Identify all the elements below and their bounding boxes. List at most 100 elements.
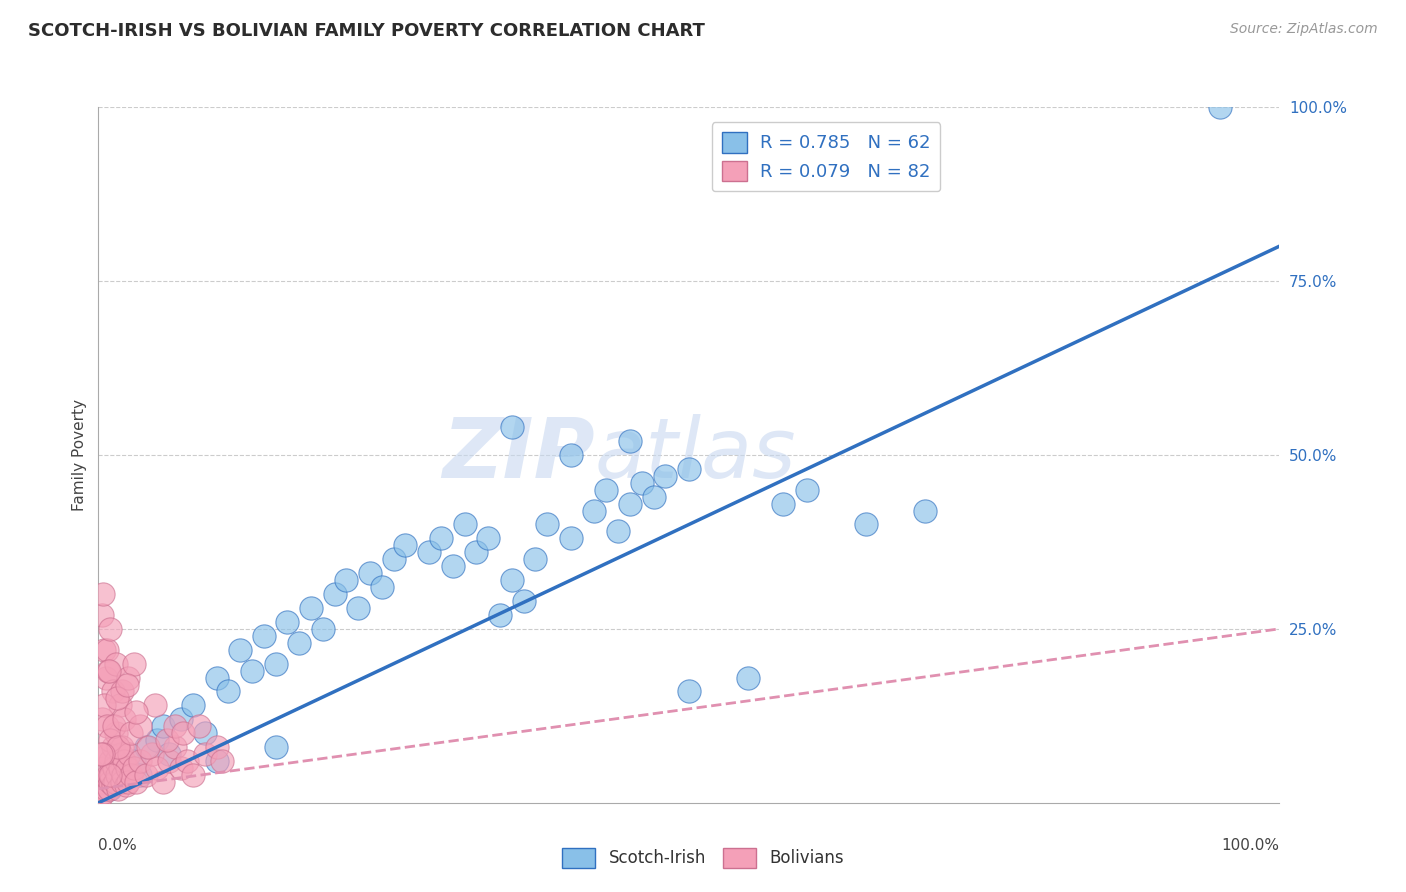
Point xyxy=(678,462,700,476)
Point xyxy=(111,684,134,698)
Point xyxy=(240,664,263,678)
Point xyxy=(111,775,134,789)
Point xyxy=(121,768,143,782)
Point xyxy=(98,768,121,782)
Point xyxy=(157,754,180,768)
Point xyxy=(103,761,125,775)
Point xyxy=(170,761,193,775)
Point xyxy=(453,517,475,532)
Point xyxy=(157,747,180,761)
Point xyxy=(111,740,134,755)
Point xyxy=(181,768,204,782)
Point xyxy=(1209,100,1232,114)
Point xyxy=(128,719,150,733)
Legend: R = 0.785   N = 62, R = 0.079   N = 82: R = 0.785 N = 62, R = 0.079 N = 82 xyxy=(711,122,941,191)
Point xyxy=(98,733,121,747)
Point xyxy=(125,706,148,720)
Point xyxy=(91,775,114,789)
Point xyxy=(105,691,128,706)
Y-axis label: Family Poverty: Family Poverty xyxy=(72,399,87,511)
Point xyxy=(170,712,193,726)
Point xyxy=(103,719,125,733)
Point xyxy=(194,726,217,740)
Point xyxy=(108,761,131,775)
Point xyxy=(105,657,128,671)
Point xyxy=(477,532,499,546)
Point xyxy=(737,671,759,685)
Point xyxy=(560,448,582,462)
Point xyxy=(128,754,150,768)
Point xyxy=(441,559,464,574)
Point xyxy=(205,754,228,768)
Point xyxy=(205,740,228,755)
Point xyxy=(122,761,145,775)
Point xyxy=(93,761,115,775)
Point xyxy=(194,747,217,761)
Point xyxy=(96,642,118,657)
Point xyxy=(135,740,157,755)
Point xyxy=(91,712,114,726)
Point xyxy=(112,712,135,726)
Point xyxy=(229,642,252,657)
Point xyxy=(347,601,370,615)
Point xyxy=(122,754,145,768)
Point xyxy=(115,761,138,775)
Point xyxy=(100,768,122,782)
Point xyxy=(152,775,174,789)
Point xyxy=(141,747,163,761)
Point xyxy=(914,503,936,517)
Point xyxy=(111,768,134,782)
Point xyxy=(101,740,124,755)
Point xyxy=(607,524,630,539)
Point xyxy=(122,657,145,671)
Point xyxy=(105,775,128,789)
Point xyxy=(108,698,131,713)
Point xyxy=(135,768,157,782)
Point xyxy=(97,664,120,678)
Point xyxy=(152,719,174,733)
Point xyxy=(118,747,141,761)
Point xyxy=(112,768,135,782)
Point xyxy=(253,629,276,643)
Point xyxy=(595,483,617,497)
Point xyxy=(630,475,652,490)
Point xyxy=(146,733,169,747)
Point xyxy=(418,545,440,559)
Point xyxy=(91,747,114,761)
Text: 0.0%: 0.0% xyxy=(98,838,138,853)
Point xyxy=(105,768,128,782)
Point xyxy=(489,607,512,622)
Point xyxy=(97,747,120,761)
Point xyxy=(94,781,117,796)
Point xyxy=(465,545,488,559)
Point xyxy=(98,664,121,678)
Point xyxy=(382,552,405,566)
Point xyxy=(121,726,143,740)
Point xyxy=(136,740,159,755)
Point xyxy=(107,781,129,796)
Point xyxy=(94,671,117,685)
Point xyxy=(90,747,112,761)
Text: SCOTCH-IRISH VS BOLIVIAN FAMILY POVERTY CORRELATION CHART: SCOTCH-IRISH VS BOLIVIAN FAMILY POVERTY … xyxy=(28,22,704,40)
Point xyxy=(125,775,148,789)
Point xyxy=(501,420,523,434)
Point xyxy=(93,642,115,657)
Point xyxy=(117,775,139,789)
Point xyxy=(98,754,121,768)
Point xyxy=(323,587,346,601)
Point xyxy=(107,740,129,755)
Point xyxy=(264,740,287,755)
Point xyxy=(91,781,114,796)
Point xyxy=(146,761,169,775)
Point xyxy=(430,532,453,546)
Point xyxy=(205,671,228,685)
Point xyxy=(97,768,120,782)
Point xyxy=(114,778,136,792)
Point xyxy=(93,785,115,799)
Point xyxy=(855,517,877,532)
Point xyxy=(312,622,335,636)
Point xyxy=(96,772,118,786)
Point xyxy=(796,483,818,497)
Point xyxy=(90,789,112,803)
Point xyxy=(91,587,114,601)
